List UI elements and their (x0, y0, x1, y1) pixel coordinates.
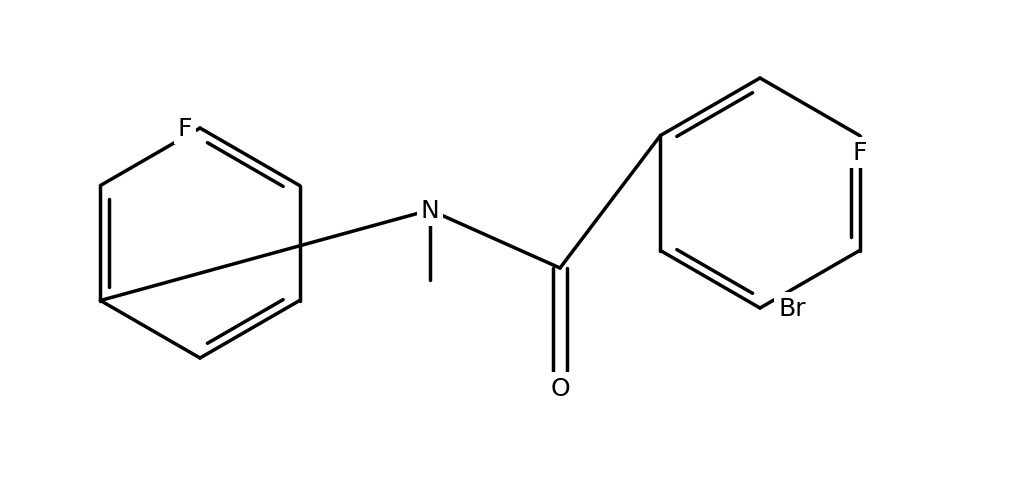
Text: F: F (178, 117, 192, 141)
Text: O: O (550, 376, 570, 400)
Text: N: N (421, 199, 440, 223)
Text: F: F (852, 141, 867, 165)
Text: Br: Br (778, 296, 806, 320)
